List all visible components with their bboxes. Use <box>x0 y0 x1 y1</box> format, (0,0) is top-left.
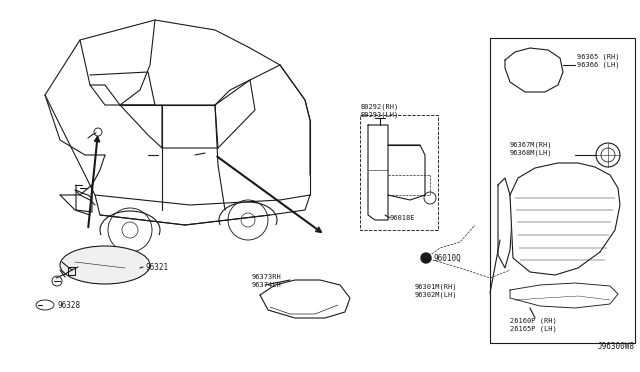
Text: 96374LH: 96374LH <box>252 282 282 288</box>
Text: 96366 (LH): 96366 (LH) <box>577 61 620 68</box>
Text: 96302M(LH): 96302M(LH) <box>415 292 458 298</box>
Bar <box>490 38 635 343</box>
Text: 96328: 96328 <box>58 301 81 310</box>
Text: 96373RH: 96373RH <box>252 274 282 280</box>
Polygon shape <box>260 280 350 318</box>
Text: B0293(LH): B0293(LH) <box>360 112 398 118</box>
Text: 96367M(RH): 96367M(RH) <box>510 141 552 148</box>
Text: 96018E: 96018E <box>390 215 415 221</box>
Text: 96301M(RH): 96301M(RH) <box>415 283 458 290</box>
Circle shape <box>596 143 620 167</box>
Text: 96365 (RH): 96365 (RH) <box>577 54 620 60</box>
Text: J96300W8: J96300W8 <box>598 342 635 351</box>
Bar <box>360 115 438 230</box>
Text: 26165P (LH): 26165P (LH) <box>510 326 557 333</box>
Polygon shape <box>498 178 512 268</box>
Polygon shape <box>510 283 618 308</box>
Text: 26160P (RH): 26160P (RH) <box>510 318 557 324</box>
Polygon shape <box>510 163 620 275</box>
Text: B0292(RH): B0292(RH) <box>360 103 398 110</box>
Polygon shape <box>505 48 563 92</box>
Text: 96321: 96321 <box>145 263 168 273</box>
Text: 96368M(LH): 96368M(LH) <box>510 150 552 156</box>
Ellipse shape <box>60 246 150 284</box>
Circle shape <box>421 253 431 263</box>
Text: 96010Q: 96010Q <box>433 253 461 263</box>
